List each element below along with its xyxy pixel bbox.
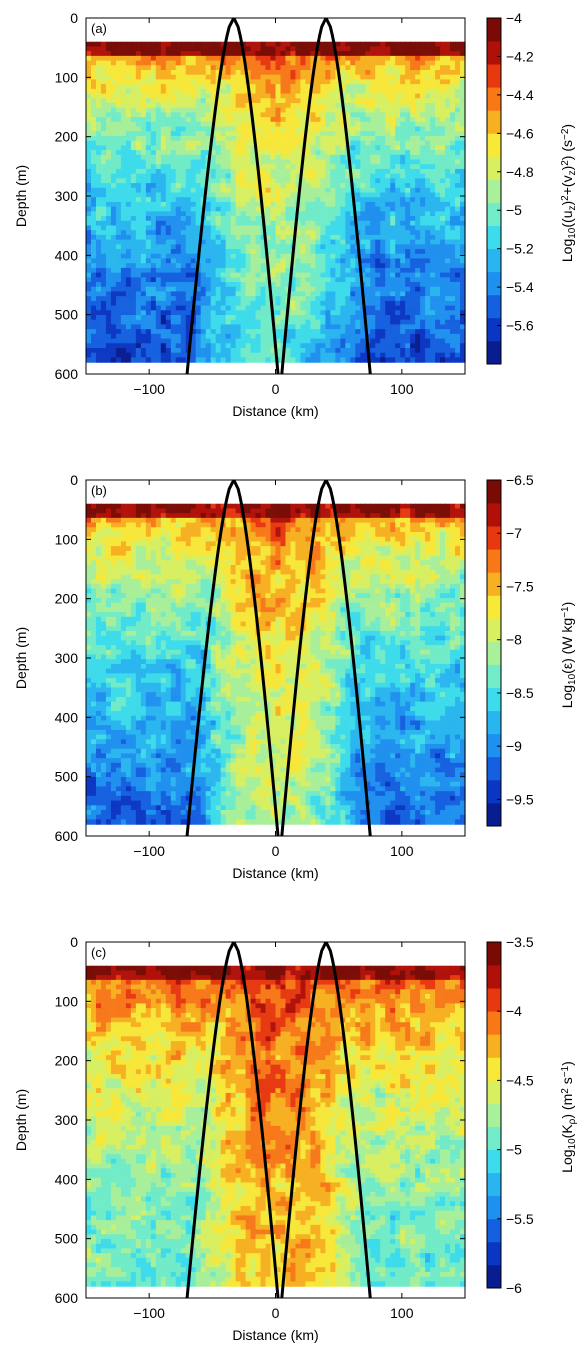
heatmap-a bbox=[86, 41, 466, 363]
